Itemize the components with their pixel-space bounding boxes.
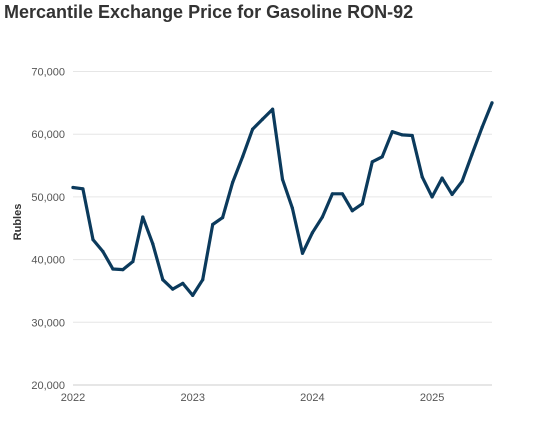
data-point <box>490 101 494 105</box>
y-axis-label: Rubles <box>12 204 24 241</box>
chart-title: Mercantile Exchange Price for Gasoline R… <box>4 2 414 22</box>
data-point <box>251 127 255 131</box>
data-point <box>151 242 155 246</box>
x-tick-label: 2024 <box>300 392 324 404</box>
data-point <box>101 249 105 254</box>
data-point <box>310 231 314 235</box>
data-point <box>440 176 444 180</box>
data-point <box>91 238 95 242</box>
data-point <box>191 293 195 297</box>
data-point <box>231 180 235 185</box>
data-point <box>400 133 404 137</box>
x-tick-label: 2022 <box>61 392 85 404</box>
data-point <box>121 268 125 272</box>
data-point <box>81 187 85 191</box>
y-tick-label: 60,000 <box>31 129 65 141</box>
y-axis-ticks: 20,000 30,000 40,000 50,000 60,000 70,000 <box>31 67 65 392</box>
y-tick-label: 20,000 <box>31 380 65 392</box>
data-point <box>161 278 165 282</box>
data-point <box>271 107 275 111</box>
data-point <box>141 215 145 219</box>
data-point <box>241 155 245 159</box>
data-point <box>300 251 305 255</box>
data-point <box>350 209 354 213</box>
x-tick-label: 2023 <box>180 392 204 404</box>
data-point <box>111 267 115 271</box>
data-point <box>390 130 394 134</box>
y-tick-label: 30,000 <box>31 317 65 329</box>
data-point <box>370 160 374 164</box>
data-point <box>330 192 334 196</box>
data-point <box>280 177 285 181</box>
data-point <box>460 179 464 183</box>
y-tick-label: 40,000 <box>31 255 65 267</box>
data-point <box>320 215 324 219</box>
x-axis-ticks: 2022 2023 2024 2025 <box>61 392 445 404</box>
data-point <box>201 278 205 282</box>
data-point <box>221 216 225 220</box>
data-point <box>470 152 474 156</box>
data-point <box>171 287 175 291</box>
data-point <box>181 281 185 285</box>
data-point <box>211 222 215 227</box>
y-tick-label: 50,000 <box>31 192 65 204</box>
data-point <box>131 259 135 264</box>
x-tick-label: 2025 <box>420 392 444 404</box>
gridlines <box>73 71 492 323</box>
data-point <box>410 133 414 138</box>
data-point <box>450 192 454 196</box>
data-point <box>480 125 484 129</box>
data-point <box>340 192 344 196</box>
data-point <box>360 202 364 206</box>
series-line <box>71 101 494 297</box>
data-point <box>260 117 265 121</box>
data-point <box>430 195 434 199</box>
data-point <box>380 155 384 159</box>
data-point <box>420 175 424 179</box>
y-tick-label: 70,000 <box>31 67 65 79</box>
data-point <box>71 185 75 190</box>
data-point <box>290 206 294 210</box>
data-points <box>71 101 494 297</box>
